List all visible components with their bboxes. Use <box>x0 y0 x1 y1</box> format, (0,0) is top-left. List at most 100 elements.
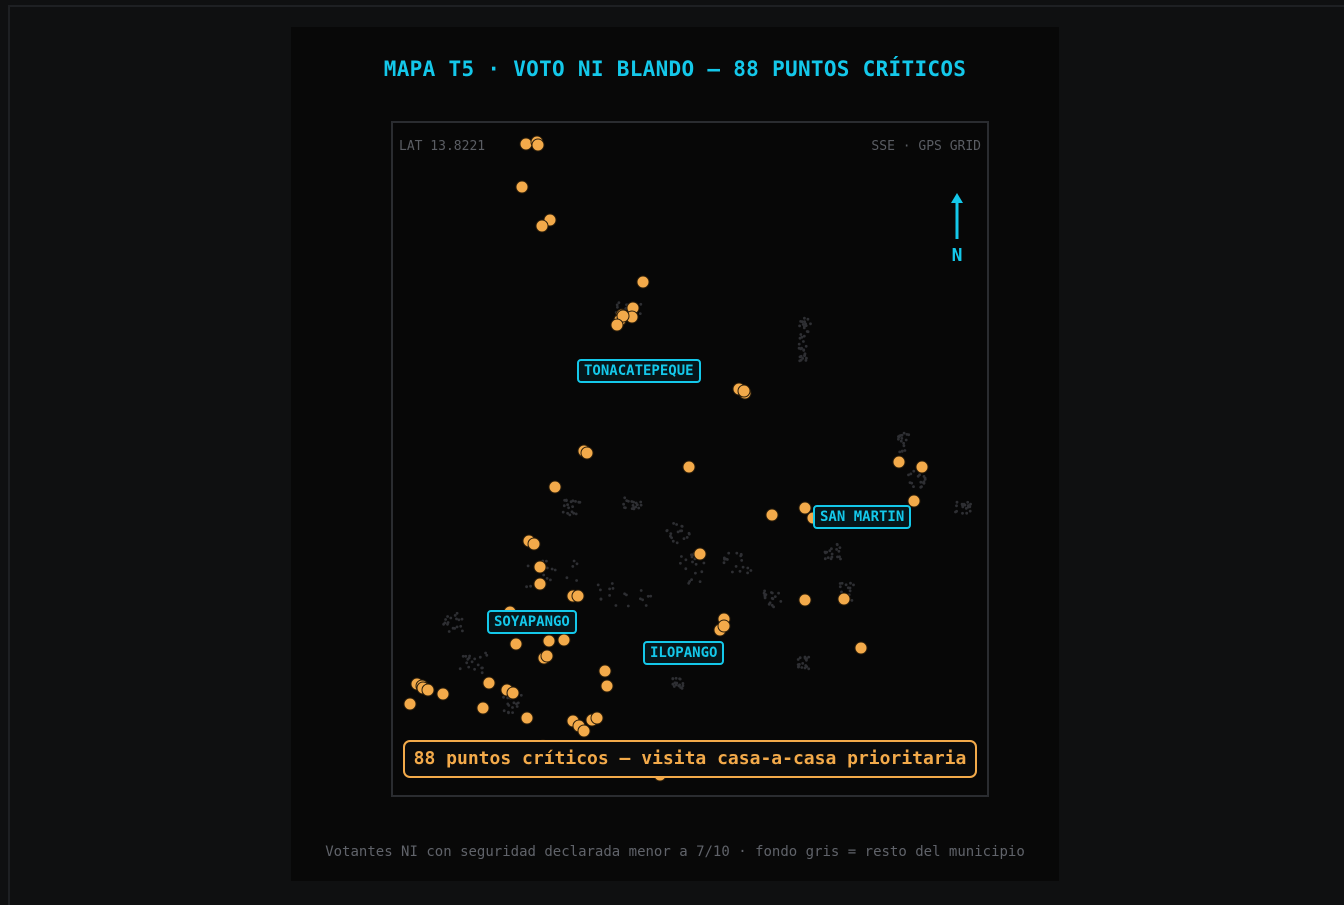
background-dot <box>899 439 903 443</box>
background-dot <box>622 502 625 506</box>
label-ilopango[interactable]: ILOPANGO <box>643 641 725 665</box>
critical-point[interactable] <box>557 633 571 647</box>
critical-point[interactable] <box>515 180 529 194</box>
critical-point[interactable] <box>636 275 650 289</box>
map-canvas[interactable]: LAT 13.8221 SSE · GPS GRID N TONACATEPEQ… <box>391 121 989 797</box>
background-dot <box>838 582 842 585</box>
background-dot <box>690 578 693 581</box>
critical-point[interactable] <box>610 318 624 332</box>
background-dot <box>608 594 611 597</box>
background-dot <box>801 323 805 326</box>
critical-point[interactable] <box>403 697 417 711</box>
background-dot <box>797 342 801 346</box>
background-dot <box>459 624 463 628</box>
critical-point[interactable] <box>533 577 547 591</box>
critical-point[interactable] <box>580 446 594 460</box>
critical-point[interactable] <box>693 547 707 561</box>
label-tonacatepeque[interactable]: TONACATEPEQUE <box>577 359 701 383</box>
background-dot <box>803 316 806 320</box>
background-dot <box>961 504 964 507</box>
critical-point[interactable] <box>482 676 496 690</box>
background-dot <box>631 504 635 507</box>
background-dot <box>680 525 684 528</box>
background-dot <box>969 502 972 506</box>
background-dot <box>675 523 678 526</box>
background-dot <box>806 317 810 321</box>
critical-point[interactable] <box>531 138 545 152</box>
background-dot <box>446 621 450 624</box>
critical-point[interactable] <box>535 219 549 233</box>
critical-point[interactable] <box>506 686 520 700</box>
background-dot <box>545 577 549 580</box>
critical-point[interactable] <box>915 460 929 474</box>
background-dot <box>840 590 843 594</box>
critical-point[interactable] <box>476 701 490 715</box>
background-dot <box>803 320 806 324</box>
label-soyapango[interactable]: SOYAPANGO <box>487 610 577 634</box>
background-dot <box>746 566 750 570</box>
background-dot <box>515 702 518 706</box>
background-dot <box>798 359 802 363</box>
background-dot <box>741 565 745 569</box>
critical-point[interactable] <box>682 460 696 474</box>
background-dot <box>799 333 803 336</box>
background-dot <box>804 344 808 348</box>
critical-point[interactable] <box>519 137 533 151</box>
critical-point[interactable] <box>590 711 604 725</box>
critical-point[interactable] <box>798 501 812 515</box>
label-san-martin[interactable]: SAN MARTIN <box>813 505 912 529</box>
background-dot <box>835 548 838 551</box>
background-dot <box>698 580 702 583</box>
background-dot <box>809 322 812 326</box>
background-dot <box>904 438 908 442</box>
critical-point[interactable] <box>600 679 614 693</box>
critical-point[interactable] <box>837 592 851 606</box>
background-dot <box>902 441 905 445</box>
background-dot <box>800 666 804 669</box>
background-dot <box>476 663 480 667</box>
critical-point[interactable] <box>520 711 534 725</box>
background-dot <box>902 431 906 435</box>
critical-point[interactable] <box>533 560 547 574</box>
critical-point[interactable] <box>892 455 906 469</box>
background-dot <box>446 615 449 618</box>
background-dot <box>470 660 474 664</box>
background-dot <box>502 709 506 713</box>
background-dot <box>608 587 611 591</box>
critical-point[interactable] <box>421 683 435 697</box>
background-dot <box>511 706 514 709</box>
critical-point[interactable] <box>598 664 612 678</box>
background-dot <box>829 557 833 561</box>
critical-point[interactable] <box>717 619 731 633</box>
background-dot <box>838 555 841 559</box>
background-dot <box>453 627 457 630</box>
critical-point[interactable] <box>616 309 630 323</box>
background-dot <box>480 671 484 675</box>
background-dot <box>823 557 827 561</box>
critical-point[interactable] <box>798 593 812 607</box>
background-dot <box>512 701 516 705</box>
background-dot <box>805 665 809 668</box>
background-dot <box>800 335 804 339</box>
background-dot <box>777 591 780 595</box>
critical-point[interactable] <box>765 508 779 522</box>
background-dot <box>735 551 739 555</box>
background-dot <box>807 667 811 671</box>
background-dot <box>805 330 809 333</box>
critical-point[interactable] <box>436 687 450 701</box>
critical-point[interactable] <box>548 480 562 494</box>
critical-point[interactable] <box>737 384 751 398</box>
background-dot <box>900 433 904 437</box>
critical-point[interactable] <box>540 649 554 663</box>
background-dot <box>691 553 695 557</box>
critical-point[interactable] <box>571 589 585 603</box>
critical-point[interactable] <box>542 634 556 648</box>
background-dot <box>961 511 964 515</box>
critical-point[interactable] <box>509 637 523 651</box>
critical-point[interactable] <box>577 724 591 738</box>
background-dot <box>727 551 731 555</box>
critical-point[interactable] <box>854 641 868 655</box>
critical-point[interactable] <box>907 494 921 508</box>
critical-point[interactable] <box>527 537 541 551</box>
background-dot <box>626 604 630 608</box>
